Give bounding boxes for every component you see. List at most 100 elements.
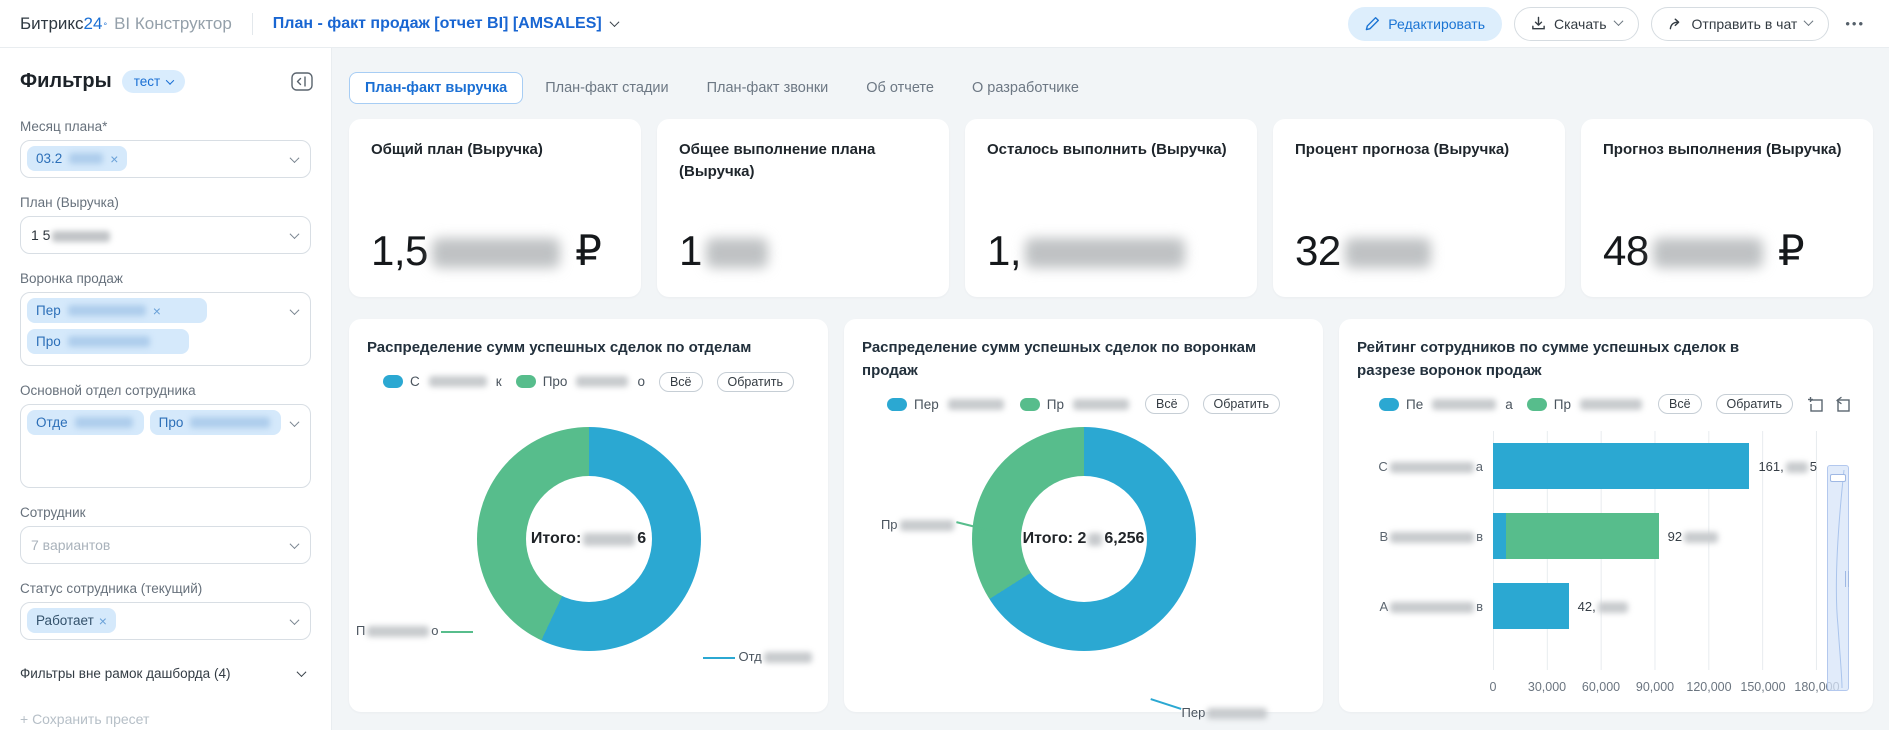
donut-callout-right: Отд [739,649,814,664]
send-to-chat-button[interactable]: Отправить в чат [1650,6,1830,41]
tab-about-developer[interactable]: О разработчике [971,80,1079,96]
legend-item[interactable]: Пр [1019,396,1131,412]
legend-label: Пе [1406,396,1424,412]
outside-dashboard-filters-link[interactable]: Фильтры вне рамок дашборда (4) [20,666,311,681]
data-zoom-grip[interactable] [1845,571,1849,587]
x-tick: 150,000 [1740,680,1786,694]
sales-funnel-select[interactable]: Пер × Про [20,292,311,366]
kpi-card-plan-completion: Общее выполнение плана (Выручка) 1 [657,119,949,297]
filter-chip: Отде [27,410,144,435]
legend-label: Пр [1046,396,1064,412]
kpi-card-total-plan: Общий план (Выручка) 1,5 ₽ [349,119,641,297]
donut-callout-right: Пер [1182,705,1270,720]
filter-label: Месяц плана* [20,119,108,134]
preset-selector[interactable]: тест [121,70,186,93]
bar[interactable]: 42, [1493,583,1817,629]
kpi-value: 1, [987,227,1235,275]
remove-chip-icon[interactable]: × [98,612,107,629]
bar[interactable]: 92 [1493,513,1817,559]
bar-segment-blue[interactable] [1493,443,1750,489]
redacted-text [1344,238,1431,268]
data-zoom-handle[interactable] [1830,474,1846,482]
remove-chip-icon[interactable]: × [110,150,119,167]
chip-text: Отде [36,415,68,430]
bar-segment-blue[interactable] [1493,583,1569,629]
callout-line [1150,698,1181,710]
data-zoom-slider[interactable] [1827,465,1849,691]
outside-filters-label: Фильтры вне рамок дашборда (4) [20,666,231,681]
kpi-value-visible: 1 [679,227,702,274]
download-button[interactable]: Скачать [1514,6,1639,41]
legend-invert-button[interactable]: Обратить [1202,394,1280,414]
kpi-title: Осталось выполнить (Выручка) [987,141,1227,158]
remove-chip-icon[interactable]: × [152,302,161,319]
donut-total-label: Итого: 2 6,256 [1022,530,1145,547]
donut-callout-left: Пр [881,517,956,532]
legend-invert-button[interactable]: Обратить [716,371,794,392]
legend-invert-button[interactable]: Обратить [1715,394,1793,414]
legend-item[interactable]: Пе а [1379,397,1513,412]
employee-status-select[interactable]: Работает × [20,602,311,640]
legend-all-button[interactable]: Всё [1657,394,1702,414]
edit-button[interactable]: Редактировать [1348,6,1503,41]
redacted-text [1389,461,1474,473]
filter-chip: Работает × [27,608,116,633]
chevron-down-icon [296,667,307,678]
top-bar: Битрикс 24 ° BI Конструктор План - факт пр… [0,0,1889,48]
legend-item[interactable]: Про о [515,374,645,389]
tab-plan-fact-stages[interactable]: План-факт стадии [545,80,669,96]
plan-month-select[interactable]: 03.2 × [20,140,311,178]
chip-text: 03.2 [36,151,63,166]
legend-item[interactable]: Пр [1526,397,1644,412]
kpi-value-visible: 1,5 [371,227,428,274]
filter-label: Воронка продаж [20,271,123,286]
chevron-down-icon [1613,16,1623,27]
legend-label: С [410,374,420,389]
plan-revenue-select[interactable]: 1 5 [20,216,311,254]
zoom-select-icon[interactable] [1807,396,1824,413]
more-menu-button[interactable]: ••• [1845,16,1865,31]
chevron-down-icon [289,153,300,164]
bar[interactable]: 161, 5 [1493,443,1817,489]
kpi-value: 1,5 ₽ [371,226,619,275]
bar-value-label: 42, [1578,599,1630,614]
dashboard-title-dropdown[interactable]: План - факт продаж [отчет BI] [AMSALES] [273,15,620,33]
bar-segment-blue[interactable] [1493,513,1506,559]
collapse-sidebar-button[interactable] [291,72,313,91]
callout-line [440,631,473,633]
redacted-text [367,626,430,638]
kpi-card-remaining: Осталось выполнить (Выручка) 1, [965,119,1257,297]
bar-value-label: 161, 5 [1758,458,1817,474]
save-preset-button[interactable]: + Сохранить пресет [20,711,150,727]
redacted-text [1597,601,1628,613]
redacted-text [1207,708,1268,720]
pencil-icon [1365,16,1380,31]
tab-plan-fact-calls[interactable]: План-факт звонки [706,80,829,96]
field-value: 1 5 [27,222,116,248]
legend-all-button[interactable]: Всё [1144,394,1189,414]
tab-about-report[interactable]: Об отчете [866,80,934,96]
send-to-chat-label: Отправить в чат [1691,15,1798,32]
chevron-down-icon [1803,16,1814,27]
redacted-text [1088,532,1103,546]
filter-plan-month: Месяц плана* 03.2 × [20,119,311,178]
employee-department-select[interactable]: Отде Про [20,404,311,488]
donut-chart-funnels[interactable]: Итого: 2 6,256 [971,427,1196,651]
zoom-reset-icon[interactable] [1834,396,1851,413]
redacted-text [431,238,560,268]
redacted-text [1432,398,1497,410]
charts-row: Распределение сумм успешных сделок по от… [349,319,1873,720]
redacted-text [69,153,104,164]
legend-item[interactable]: Пер [887,397,1006,412]
bar-segment-green[interactable] [1505,513,1659,559]
legend-all-button[interactable]: Всё [658,371,703,392]
employee-select[interactable]: 7 вариантов [20,526,311,564]
donut-chart-departments[interactable]: Итого: 6 [476,427,701,651]
chart-card-departments-donut: Распределение сумм успешных сделок по от… [349,319,829,712]
filter-chip: 03.2 × [27,146,128,171]
bar-value-label: 92 [1668,529,1720,544]
logo-trademark: ° [103,20,108,31]
tab-plan-fact-revenue[interactable]: План-факт выручка [349,72,524,104]
